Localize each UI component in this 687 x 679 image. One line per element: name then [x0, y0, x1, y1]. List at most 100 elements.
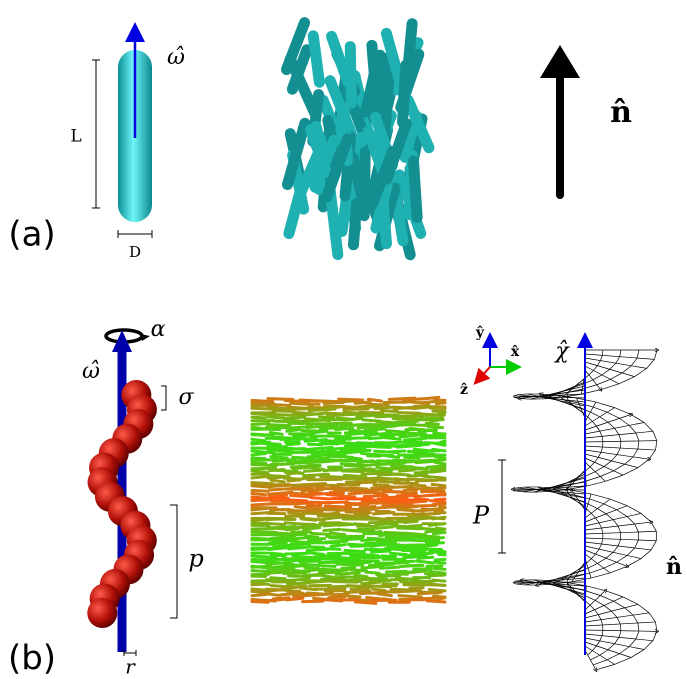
strand [250, 475, 268, 480]
helicoid-ring [569, 481, 573, 485]
strand [309, 496, 331, 501]
strand [322, 467, 339, 473]
strand [430, 468, 447, 474]
helicoid-ring [566, 588, 577, 593]
helicoid-ring [585, 466, 591, 472]
helicoid-ring [557, 390, 566, 393]
strand [336, 522, 358, 527]
strand [343, 548, 366, 554]
helicoid-ring [601, 369, 611, 376]
helicoid-ring [597, 508, 607, 515]
strand [358, 467, 376, 473]
helicoid-ring [654, 349, 658, 360]
strand [327, 595, 347, 600]
helicoid-ring [533, 491, 550, 493]
helicoid-ring [597, 614, 602, 620]
strand [282, 415, 307, 421]
strand [337, 397, 365, 402]
helicoid-ring [585, 476, 601, 482]
helicoid-ring [600, 470, 614, 477]
sigma-bar [161, 385, 167, 411]
strand [369, 543, 386, 548]
strand [344, 594, 362, 599]
twist-label: α [151, 317, 166, 342]
helicoid-ring [619, 646, 630, 654]
strand [427, 569, 447, 575]
strand [389, 423, 410, 428]
strand [400, 431, 428, 436]
helicoid-ring [569, 587, 573, 591]
strand [425, 599, 447, 604]
strand [397, 594, 423, 599]
helicoid-ring [564, 399, 579, 404]
helicoid-ring [562, 401, 572, 406]
helicoid-ring [564, 387, 574, 391]
helicoid-ring [561, 576, 576, 580]
helicoid-ring [609, 498, 628, 506]
strand [250, 466, 278, 471]
strand [403, 455, 421, 460]
helicoid-ring [650, 521, 657, 532]
strand [415, 559, 435, 565]
strand [394, 477, 418, 482]
strand [436, 410, 447, 416]
strand [364, 490, 386, 496]
helicoid-ring [551, 397, 565, 401]
helicoid-ring [592, 421, 597, 427]
strand [366, 536, 394, 542]
helicoid-ring [611, 454, 618, 462]
helicoid-ring [616, 617, 621, 625]
helicoid-ring [517, 393, 528, 396]
strand [285, 526, 301, 532]
helicoid-ring [597, 452, 602, 458]
strand [322, 527, 342, 532]
strand [267, 546, 288, 551]
strand [327, 434, 352, 439]
strand [303, 566, 321, 570]
strand [334, 426, 355, 431]
strand [266, 448, 294, 454]
strand [419, 543, 439, 549]
helicoid-ring [635, 432, 640, 442]
helicoid-ring [516, 583, 525, 586]
strand [378, 565, 401, 570]
helicoid-ring [597, 360, 601, 366]
strand [413, 405, 433, 410]
strand [342, 416, 364, 422]
strand [398, 563, 422, 569]
strand [250, 412, 272, 417]
helicoid-ring [590, 572, 611, 579]
helicoid-ring [622, 596, 639, 605]
helicoid-ring [626, 516, 635, 525]
strand [304, 402, 321, 406]
strand [409, 569, 428, 575]
helicoid-ring [655, 440, 658, 451]
helicoid-ring [574, 494, 590, 500]
helicoid-ring [587, 503, 598, 509]
strand [313, 553, 342, 559]
helicoid-ring [587, 416, 593, 422]
strand [428, 541, 445, 545]
helicoid-ring [616, 447, 621, 455]
helicoid-ring [595, 600, 605, 606]
strand [287, 502, 303, 506]
strand [353, 480, 378, 485]
strand [316, 592, 335, 597]
helicoid-ring [590, 493, 611, 500]
strand [250, 506, 273, 512]
helicoid-ring [600, 619, 603, 626]
helicoid-ring [624, 456, 634, 465]
strand [287, 511, 306, 516]
rod [407, 155, 423, 223]
strand [339, 575, 361, 579]
rod [347, 197, 363, 251]
rod [324, 184, 344, 261]
strand [250, 440, 272, 446]
helicoid-ring [607, 643, 615, 651]
helicoid-ring [614, 657, 632, 665]
strand [250, 421, 271, 426]
strand [300, 517, 318, 522]
strand [373, 405, 396, 411]
helicoid-ring [603, 460, 612, 467]
strand [376, 592, 393, 598]
